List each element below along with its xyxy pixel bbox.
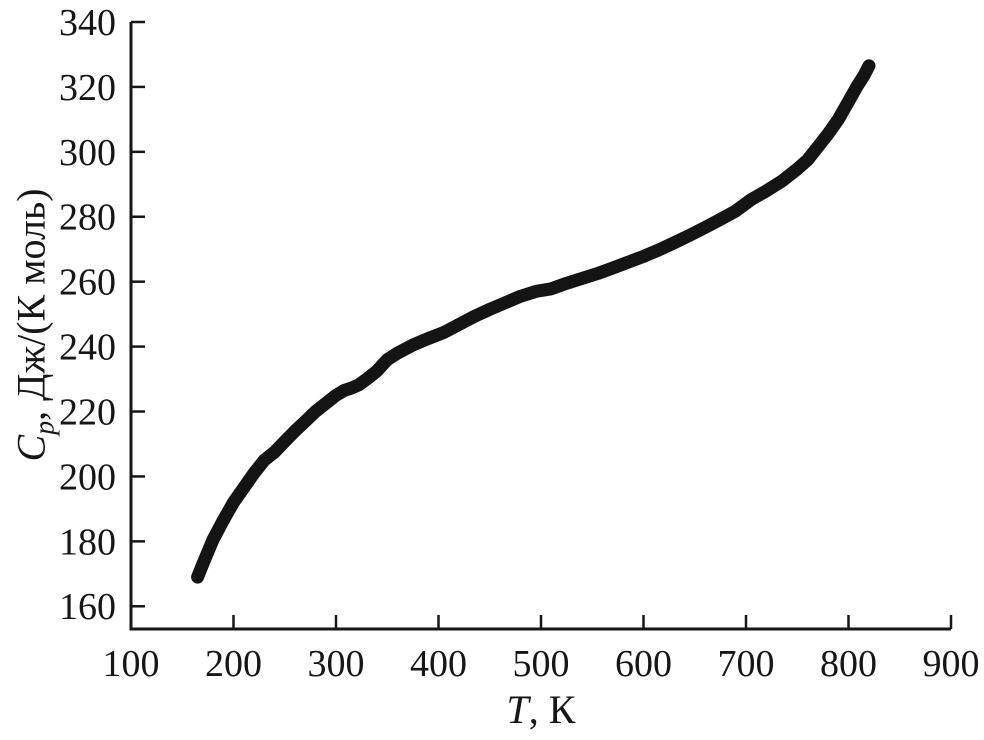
y-axis-title: Cp, Дж/(К моль) [8,188,61,462]
x-tick-label: 400 [410,643,467,685]
x-axis-symbol: T [506,687,529,732]
y-tick-label: 340 [59,2,116,44]
axis-frame [129,22,951,631]
y-tick-label: 240 [59,327,116,369]
x-axis-title: T, К [507,686,576,733]
y-tick-label: 220 [59,391,116,433]
y-axis-symbol: C [8,434,54,462]
y-tick-label: 200 [59,456,116,498]
x-tick-label: 800 [820,643,877,685]
x-tick-label: 200 [205,643,262,685]
heat-capacity-curve [191,59,876,584]
x-tick-label: 700 [718,643,775,685]
y-tick-label: 280 [59,197,116,239]
y-tick-label: 260 [59,262,116,304]
x-tick-label: 900 [923,643,980,685]
y-axis-unit: , Дж/(К моль) [8,188,54,421]
y-tick-label: 160 [59,586,116,628]
y-axis-symbol-subscript: p [29,420,61,435]
x-tick-label: 100 [103,643,160,685]
x-tick-label: 300 [308,643,365,685]
x-axis-unit: , К [528,687,576,732]
x-tick-label: 500 [513,643,570,685]
y-tick-label: 320 [59,67,116,109]
y-tick-label: 300 [59,132,116,174]
y-tick-label: 180 [59,521,116,563]
x-tick-label: 600 [615,643,672,685]
